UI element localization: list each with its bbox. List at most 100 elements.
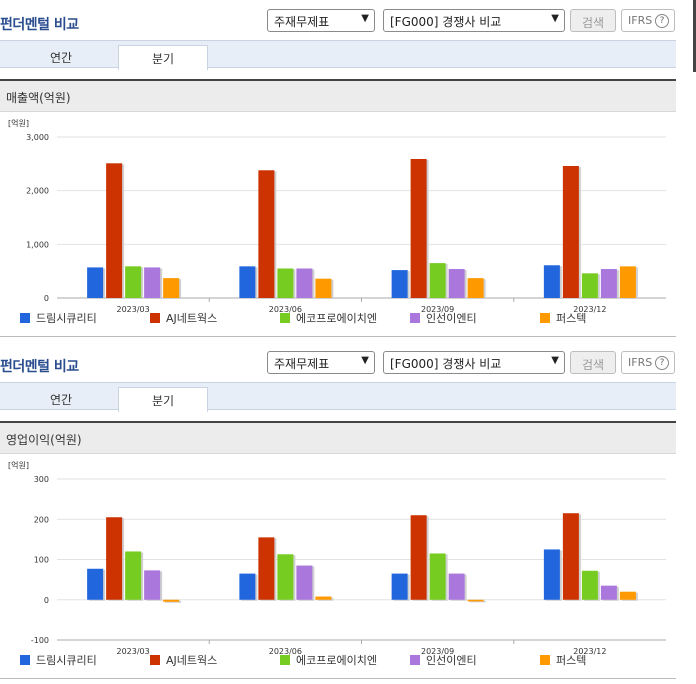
bar xyxy=(144,267,161,298)
chart-title: 영업이익(억원) xyxy=(0,423,676,454)
bar xyxy=(543,549,560,600)
x-tick-label: 2023/09 xyxy=(421,305,454,314)
bar xyxy=(315,278,332,298)
bar xyxy=(600,585,617,600)
x-tick-label: 2023/03 xyxy=(117,305,150,314)
legend-label: 에코프로에이치엔 xyxy=(296,654,377,667)
bar xyxy=(391,573,408,600)
search-button[interactable]: 검색 xyxy=(570,9,616,32)
bar xyxy=(619,591,636,600)
ifrs-button[interactable]: IFRS ? xyxy=(621,351,675,374)
legend-label: 드림시큐리티 xyxy=(36,312,97,325)
bar xyxy=(581,570,598,600)
chart-container: 영업이익(억원) [억원] -100 0 100 200 300 2023/03 2023/0… xyxy=(0,421,676,679)
legend-swatch xyxy=(20,655,30,665)
search-button[interactable]: 검색 xyxy=(570,351,616,374)
ifrs-label: IFRS xyxy=(628,356,653,369)
bar xyxy=(87,267,104,298)
chevron-down-icon: ▼ xyxy=(361,13,369,24)
chevron-down-icon: ▼ xyxy=(361,355,369,366)
legend-swatch xyxy=(410,655,420,665)
tab-quarterly[interactable]: 분기 xyxy=(118,387,208,412)
legend-swatch xyxy=(150,313,160,323)
bar xyxy=(410,515,427,600)
sales-bar-chart: [억원] 0 1,000 2,000 3,000 2023/03 2023/06 2023/0… xyxy=(8,118,666,325)
chart-title: 매출액(억원) xyxy=(0,81,676,112)
bar xyxy=(448,269,465,298)
y-tick-label: 3,000 xyxy=(26,133,49,142)
bar xyxy=(277,554,294,600)
period-tabs: 연간 분기 xyxy=(0,382,676,412)
y-tick-label: 2,000 xyxy=(26,187,49,196)
bar xyxy=(163,599,180,602)
bar xyxy=(239,573,256,600)
legend-swatch xyxy=(280,655,290,665)
bar xyxy=(429,553,446,600)
tab-annual[interactable]: 연간 xyxy=(49,51,73,65)
ifrs-label: IFRS xyxy=(628,14,653,27)
x-tick-label: 2023/12 xyxy=(573,305,606,314)
legend-label: 인선이엔티 xyxy=(426,654,477,667)
bar xyxy=(315,596,332,600)
bar xyxy=(391,270,408,298)
unit-label: [억원] xyxy=(8,118,29,128)
x-tick-label: 2023/09 xyxy=(421,647,454,656)
unit-label: [억원] xyxy=(8,460,29,470)
y-tick-label: 1,000 xyxy=(26,240,49,249)
y-tick-label: 300 xyxy=(34,475,49,484)
y-tick-label: 0 xyxy=(44,294,49,303)
chevron-down-icon: ▼ xyxy=(551,13,559,24)
bar xyxy=(467,599,484,602)
tab-quarterly[interactable]: 분기 xyxy=(118,45,208,70)
bar xyxy=(239,266,256,298)
compare-group-select[interactable]: [FG000] 경쟁사 비교 ▼ xyxy=(383,9,565,32)
bar xyxy=(163,278,180,298)
x-tick-label: 2023/12 xyxy=(573,647,606,656)
fundamental-compare-sales: 펀더멘털 비교 주재무제표 ▼ [FG000] 경쟁사 비교 ▼ 검색 IFRS… xyxy=(0,0,696,337)
bar xyxy=(600,269,617,298)
legend-swatch xyxy=(540,313,550,323)
bar xyxy=(581,273,598,298)
bar xyxy=(144,570,161,600)
bar xyxy=(448,573,465,600)
bar xyxy=(562,165,579,298)
period-tabs: 연간 분기 xyxy=(0,40,676,70)
y-tick-label: -100 xyxy=(31,636,49,645)
bar xyxy=(277,268,294,298)
legend-label: AJ네트웍스 xyxy=(166,654,217,667)
compare-group-value: [FG000] 경쟁사 비교 xyxy=(390,357,502,371)
legend-swatch xyxy=(410,313,420,323)
legend-label: 에코프로에이치엔 xyxy=(296,312,377,325)
chevron-down-icon: ▼ xyxy=(551,355,559,366)
bar xyxy=(106,517,123,600)
legend-swatch xyxy=(20,313,30,323)
section-title: 펀더멘털 비교 xyxy=(0,359,79,375)
legend-swatch xyxy=(540,655,550,665)
tab-annual[interactable]: 연간 xyxy=(49,393,73,407)
bar xyxy=(562,513,579,600)
fundamental-compare-operating-income: 펀더멘털 비교 주재무제표 ▼ [FG000] 경쟁사 비교 ▼ 검색 IFRS… xyxy=(0,342,696,684)
statement-type-select[interactable]: 주재무제표 ▼ xyxy=(267,351,375,374)
statement-type-select[interactable]: 주재무제표 ▼ xyxy=(267,9,375,32)
compare-group-select[interactable]: [FG000] 경쟁사 비교 ▼ xyxy=(383,351,565,374)
legend-label: 퍼스텍 xyxy=(556,312,586,325)
help-icon[interactable]: ? xyxy=(655,14,669,28)
operating-income-bar-chart: [억원] -100 0 100 200 300 2023/03 2023/06 2023/09 2… xyxy=(8,460,666,667)
bar-shadow xyxy=(469,600,486,603)
statement-type-value: 주재무제표 xyxy=(274,357,330,371)
y-tick-label: 200 xyxy=(34,515,49,524)
x-tick-label: 2023/03 xyxy=(117,647,150,656)
legend-label: 인선이엔티 xyxy=(426,312,477,325)
bar xyxy=(429,263,446,298)
section-header: 펀더멘털 비교 주재무제표 ▼ [FG000] 경쟁사 비교 ▼ 검색 IFRS… xyxy=(0,0,696,40)
bar xyxy=(296,565,313,600)
bar xyxy=(619,266,636,298)
bar xyxy=(296,268,313,298)
legend-label: 드림시큐리티 xyxy=(36,654,97,667)
bar xyxy=(467,278,484,298)
compare-group-value: [FG000] 경쟁사 비교 xyxy=(390,15,502,29)
legend-label: 퍼스텍 xyxy=(556,654,586,667)
bar xyxy=(410,159,427,298)
help-icon[interactable]: ? xyxy=(655,356,669,370)
ifrs-button[interactable]: IFRS ? xyxy=(621,9,675,32)
